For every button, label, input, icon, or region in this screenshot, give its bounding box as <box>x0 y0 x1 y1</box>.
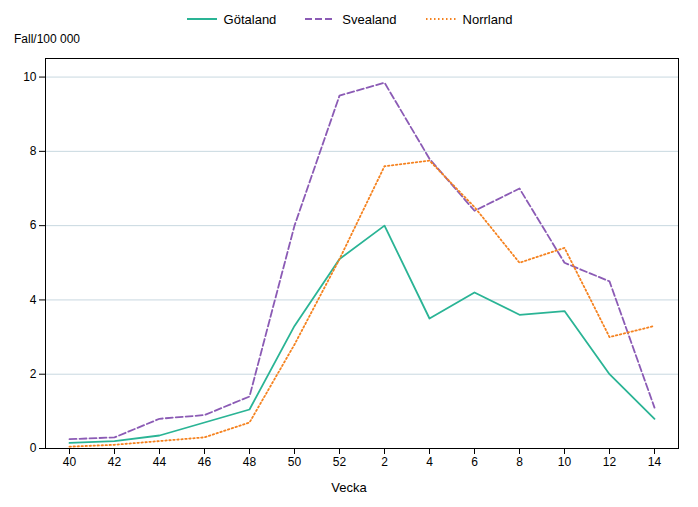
svg-text:10: 10 <box>23 70 37 84</box>
svg-text:10: 10 <box>558 455 572 469</box>
svg-text:8: 8 <box>516 455 523 469</box>
svg-text:46: 46 <box>198 455 212 469</box>
svg-text:52: 52 <box>333 455 347 469</box>
svg-text:6: 6 <box>30 218 37 232</box>
svg-text:44: 44 <box>153 455 167 469</box>
svg-text:48: 48 <box>243 455 257 469</box>
svg-text:50: 50 <box>288 455 302 469</box>
html-text:Svealand: Svealand <box>342 11 397 27</box>
svg-text:40: 40 <box>63 455 77 469</box>
html-text:Götaland: Götaland <box>223 11 277 27</box>
svg-text:2: 2 <box>381 455 388 469</box>
svg-text:2: 2 <box>30 367 37 381</box>
svg-text:42: 42 <box>108 455 122 469</box>
svg-text:12: 12 <box>603 455 617 469</box>
svg-text:4: 4 <box>426 455 433 469</box>
svg-text:0: 0 <box>30 441 37 455</box>
html-text:Norrland: Norrland <box>462 11 513 27</box>
svg-text:14: 14 <box>648 455 662 469</box>
svg-text:4: 4 <box>30 293 37 307</box>
html-text:Vecka: Vecka <box>331 480 367 495</box>
svg-text:8: 8 <box>30 144 37 158</box>
html-text:Fall/100 000: Fall/100 000 <box>14 32 80 46</box>
svg-text:6: 6 <box>471 455 478 469</box>
